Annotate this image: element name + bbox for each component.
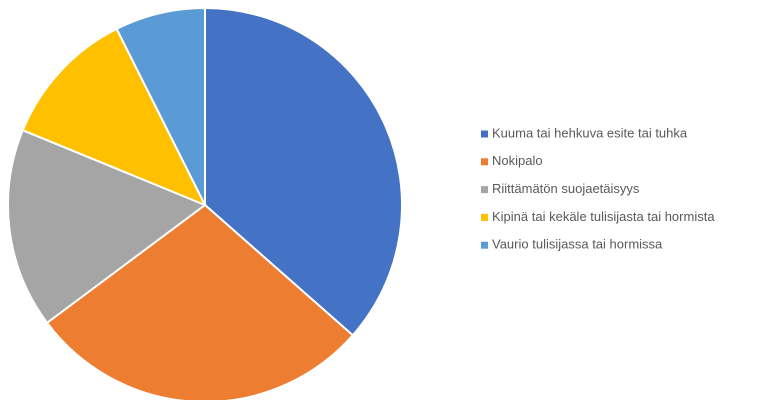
pie-slice bbox=[21, 27, 208, 207]
legend-swatch bbox=[481, 241, 488, 249]
pie-slice bbox=[45, 203, 355, 400]
legend-swatch bbox=[481, 213, 488, 221]
pie-slice bbox=[7, 128, 208, 325]
legend-label: Riittämätön suojaetäisyys bbox=[492, 181, 640, 196]
legend-swatch bbox=[481, 158, 488, 166]
legend-label: Vaurio tulisijassa tai hormissa bbox=[492, 237, 663, 252]
legend-swatch bbox=[481, 130, 488, 138]
legend-label: Kuuma tai hehkuva esite tai tuhka bbox=[492, 125, 688, 140]
legend-label: Nokipalo bbox=[492, 153, 543, 168]
legend-label: Kipinä tai kekäle tulisijasta tai hormis… bbox=[492, 209, 715, 224]
pie-slice bbox=[204, 6, 403, 337]
pie-slice bbox=[115, 6, 206, 206]
legend-swatch bbox=[481, 186, 488, 194]
